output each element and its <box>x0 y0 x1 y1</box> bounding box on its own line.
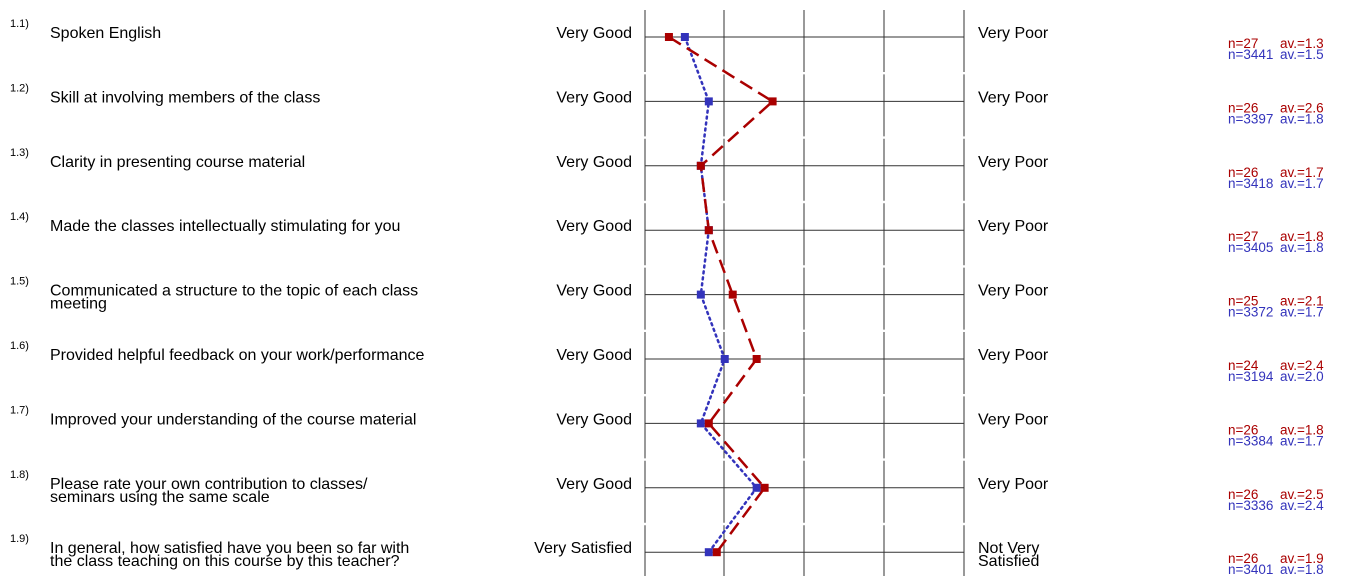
course-average: av.=1.9 <box>1280 551 1324 566</box>
item-labels: 1.1) Spoken English Very Good Very Poor 1.2)… <box>10 18 1049 570</box>
scale-grid <box>644 10 965 576</box>
item-number: 1.3) <box>10 147 29 159</box>
right-pole-label: Very Poor <box>978 218 1049 235</box>
item-question: In general, how satisfied have you been … <box>50 540 409 557</box>
right-pole-label: Very Poor <box>978 411 1049 428</box>
left-pole-label: Very Good <box>556 283 632 300</box>
left-pole-label: Very Good <box>556 347 632 364</box>
item-number: 1.1) <box>10 18 29 30</box>
course-average: av.=2.1 <box>1280 294 1324 309</box>
item-question: seminars using the same scale <box>50 489 270 506</box>
item-question: Improved your understanding of the cours… <box>50 411 416 428</box>
course-n: n=26 <box>1228 551 1258 566</box>
reference-point <box>752 483 761 492</box>
reference-average: av.=1.8 <box>1280 111 1324 126</box>
course-point <box>704 419 713 428</box>
course-n: n=26 <box>1228 100 1258 115</box>
reference-n: n=3397 <box>1228 111 1273 126</box>
course-point <box>728 290 737 299</box>
reference-n: n=3418 <box>1228 176 1273 191</box>
right-pole-label: Very Poor <box>978 283 1049 300</box>
reference-average: av.=1.7 <box>1280 176 1324 191</box>
reference-n: n=3401 <box>1228 562 1273 576</box>
item-question: meeting <box>50 296 107 313</box>
item-number: 1.4) <box>10 211 29 223</box>
reference-n: n=3372 <box>1228 305 1273 320</box>
left-pole-label: Very Good <box>556 476 632 493</box>
right-pole-label: Not Very <box>978 540 1039 557</box>
reference-average: av.=1.8 <box>1280 240 1324 255</box>
right-pole-label: Very Poor <box>978 25 1049 42</box>
course-series-line <box>668 35 775 553</box>
left-pole-label: Very Good <box>556 89 632 106</box>
reference-point <box>720 355 729 363</box>
course-point <box>752 355 761 363</box>
reference-average: av.=2.0 <box>1280 369 1324 384</box>
item-question: Clarity in presenting course material <box>50 154 305 171</box>
course-average: av.=2.6 <box>1280 100 1324 115</box>
reference-average: av.=1.5 <box>1280 47 1324 62</box>
item-question: Provided helpful feedback on your work/p… <box>50 347 425 364</box>
item-question: Please rate your own contribution to cla… <box>50 476 368 493</box>
reference-point <box>680 33 689 41</box>
item-number: 1.7) <box>10 404 29 416</box>
right-pole-label: Very Poor <box>978 476 1049 493</box>
course-n: n=26 <box>1228 422 1258 437</box>
course-average: av.=1.8 <box>1280 422 1324 437</box>
reference-point <box>704 548 713 557</box>
left-pole-label: Very Good <box>556 411 632 428</box>
course-average: av.=1.7 <box>1280 165 1324 180</box>
item-number: 1.2) <box>10 82 29 94</box>
left-pole-label: Very Good <box>556 25 632 42</box>
right-pole-label: Satisfied <box>978 553 1039 570</box>
reference-average: av.=1.7 <box>1280 305 1324 320</box>
reference-n: n=3384 <box>1228 433 1274 448</box>
item-number: 1.5) <box>10 276 29 288</box>
course-average: av.=2.5 <box>1280 487 1324 502</box>
item-question: the class teaching on this course by thi… <box>50 553 400 570</box>
reference-average: av.=1.8 <box>1280 562 1324 576</box>
course-n: n=26 <box>1228 165 1258 180</box>
course-point <box>704 226 713 235</box>
series-markers <box>664 33 777 557</box>
right-pole-label: Very Poor <box>978 89 1049 106</box>
course-n: n=27 <box>1228 229 1258 244</box>
left-pole-label: Very Good <box>556 154 632 171</box>
reference-point <box>704 97 713 106</box>
reference-average: av.=2.4 <box>1280 498 1324 513</box>
item-number: 1.8) <box>10 469 29 481</box>
course-n: n=26 <box>1228 487 1258 502</box>
reference-n: n=3405 <box>1228 240 1273 255</box>
item-number: 1.6) <box>10 340 29 352</box>
course-point <box>768 97 777 106</box>
course-average: av.=1.8 <box>1280 229 1324 244</box>
course-point <box>696 161 705 170</box>
item-question: Communicated a structure to the topic of… <box>50 283 418 300</box>
right-pole-label: Very Poor <box>978 154 1049 171</box>
reference-point <box>696 290 705 299</box>
course-point <box>712 548 721 557</box>
course-point <box>664 33 673 41</box>
course-average: av.=1.3 <box>1280 36 1324 51</box>
course-average: av.=2.4 <box>1280 358 1324 373</box>
reference-n: n=3336 <box>1228 498 1273 513</box>
course-n: n=24 <box>1228 358 1259 373</box>
course-n: n=27 <box>1228 36 1258 51</box>
item-statistics: n=27 av.=1.3 n=3441 av.=1.5 n=26 av.=2.6 n=339… <box>1228 36 1324 576</box>
item-number: 1.9) <box>10 533 29 545</box>
reference-n: n=3194 <box>1228 369 1274 384</box>
item-question: Made the classes intellectually stimulat… <box>50 218 400 235</box>
left-pole-label: Very Good <box>556 218 632 235</box>
reference-n: n=3441 <box>1228 47 1273 62</box>
reference-point <box>696 419 705 428</box>
reference-average: av.=1.7 <box>1280 433 1324 448</box>
right-pole-label: Very Poor <box>978 347 1049 364</box>
item-question: Skill at involving members of the class <box>50 89 320 106</box>
item-question: Spoken English <box>50 25 161 42</box>
course-n: n=25 <box>1228 294 1258 309</box>
course-point <box>760 483 769 492</box>
left-pole-label: Very Satisfied <box>534 540 632 557</box>
